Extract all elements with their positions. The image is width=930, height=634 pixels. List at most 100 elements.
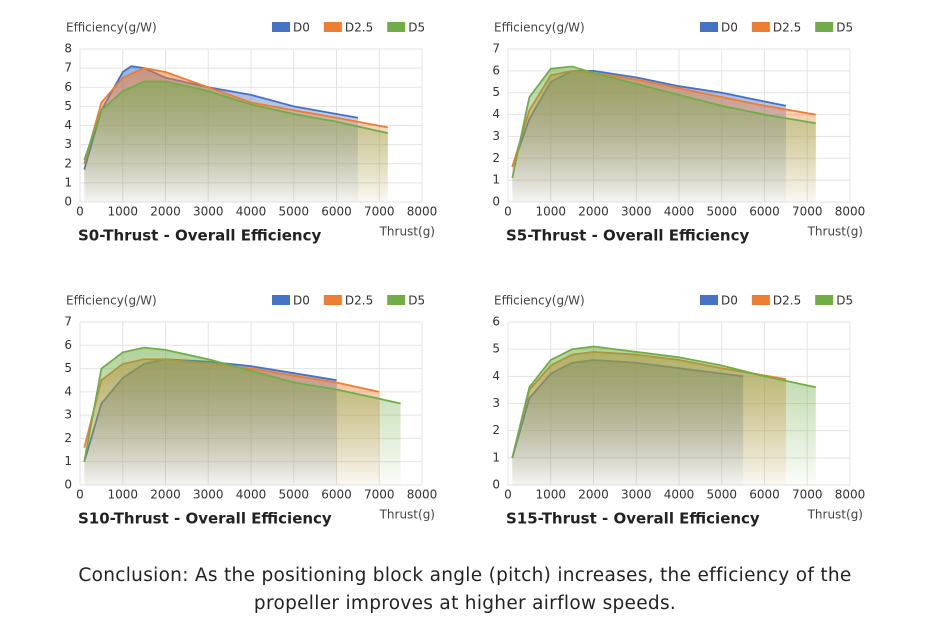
y-tick-label: 6	[492, 315, 500, 329]
y-axis-label: Efficiency(g/W)	[66, 21, 157, 35]
legend-swatch	[815, 22, 834, 32]
x-tick-label: 3000	[621, 488, 652, 502]
y-axis-label: Efficiency(g/W)	[494, 294, 585, 308]
x-tick-label: 5000	[278, 488, 309, 502]
series-line	[511, 345, 816, 459]
y-tick-label: 8	[64, 42, 72, 56]
series-line	[83, 346, 401, 462]
y-tick-label: 4	[492, 369, 500, 383]
chart-title: S10-Thrust - Overall Efficiency	[78, 510, 332, 528]
y-tick-label: 4	[64, 118, 72, 132]
y-tick-label: 2	[64, 156, 72, 170]
x-tick-label: 1000	[535, 488, 566, 502]
x-tick-label: 1000	[535, 205, 566, 219]
x-tick-label: 3000	[621, 205, 652, 219]
legend-swatch	[323, 295, 342, 305]
y-tick-label: 7	[64, 315, 72, 329]
legend-swatch	[751, 295, 770, 305]
legend-label: D2.5	[345, 21, 373, 35]
x-tick-label: 4000	[236, 488, 267, 502]
x-axis-label: Thrust(g)	[807, 225, 863, 239]
y-tick-label: 0	[64, 478, 72, 492]
conclusion: Conclusion: As the positioning block ang…	[78, 565, 852, 614]
x-tick-label: 7000	[364, 205, 395, 219]
y-tick-label: 3	[492, 129, 500, 143]
legend-label: D0	[293, 294, 310, 308]
x-axis-label: Thrust(g)	[807, 508, 863, 522]
y-tick-label: 2	[492, 151, 500, 165]
y-axis-label: Efficiency(g/W)	[66, 294, 157, 308]
chart-title: S5-Thrust - Overall Efficiency	[506, 227, 749, 245]
y-tick-label: 3	[492, 396, 500, 410]
x-tick-label: 1000	[107, 205, 138, 219]
legend-label: D2.5	[773, 294, 801, 308]
x-tick-label: 8000	[835, 488, 866, 502]
x-tick-label: 0	[76, 488, 84, 502]
x-tick-label: 6000	[321, 488, 352, 502]
y-tick-label: 1	[492, 173, 500, 187]
y-tick-label: 1	[64, 175, 72, 189]
x-tick-label: 4000	[664, 488, 695, 502]
legend-label: D5	[836, 294, 853, 308]
x-tick-label: 6000	[749, 488, 780, 502]
y-tick-label: 5	[492, 342, 500, 356]
series-line	[83, 80, 388, 161]
legend-label: D2.5	[345, 294, 373, 308]
area-fill	[84, 347, 401, 485]
x-tick-label: 5000	[706, 488, 737, 502]
y-tick-label: 6	[492, 63, 500, 77]
x-tick-label: 2000	[578, 205, 609, 219]
series-line	[83, 67, 388, 165]
y-tick-label: 0	[64, 195, 72, 209]
legend-swatch	[700, 22, 718, 32]
x-tick-label: 5000	[706, 205, 737, 219]
x-axis-label: Thrust(g)	[379, 508, 435, 522]
y-tick-label: 5	[64, 361, 72, 375]
y-tick-label: 6	[64, 80, 72, 94]
x-tick-label: 3000	[193, 205, 224, 219]
y-tick-label: 5	[64, 99, 72, 113]
area-fill	[512, 66, 816, 202]
legend-label: D5	[836, 21, 853, 35]
x-tick-label: 2000	[150, 205, 181, 219]
y-tick-label: 6	[64, 338, 72, 352]
x-tick-label: 0	[76, 205, 84, 219]
legend-label: D0	[721, 294, 738, 308]
legend-swatch	[815, 295, 834, 305]
x-tick-label: 7000	[792, 205, 823, 219]
series-line	[511, 65, 816, 179]
y-tick-label: 3	[64, 408, 72, 422]
x-tick-label: 8000	[835, 205, 866, 219]
x-tick-label: 7000	[792, 488, 823, 502]
x-tick-label: 5000	[278, 205, 309, 219]
legend-label: D0	[721, 21, 738, 35]
y-tick-label: 3	[64, 137, 72, 151]
y-tick-label: 2	[492, 423, 500, 437]
x-tick-label: 3000	[193, 488, 224, 502]
legend-swatch	[272, 22, 290, 32]
x-tick-label: 0	[504, 488, 512, 502]
legend-swatch	[700, 295, 718, 305]
y-tick-label: 0	[492, 478, 500, 492]
y-tick-label: 5	[492, 85, 500, 99]
legend-swatch	[387, 295, 406, 305]
legend-swatch	[751, 22, 770, 32]
legend-swatch	[323, 22, 342, 32]
y-tick-label: 7	[64, 61, 72, 75]
x-tick-label: 2000	[578, 488, 609, 502]
y-tick-label: 4	[64, 384, 72, 398]
legend-label: D5	[408, 21, 425, 35]
y-tick-label: 4	[492, 107, 500, 121]
x-axis-label: Thrust(g)	[379, 225, 435, 239]
x-tick-label: 6000	[749, 205, 780, 219]
y-axis-label: Efficiency(g/W)	[494, 21, 585, 35]
legend-label: D0	[293, 21, 310, 35]
area-fill	[512, 346, 816, 485]
y-tick-label: 0	[492, 195, 500, 209]
x-tick-label: 8000	[407, 205, 438, 219]
x-tick-label: 4000	[664, 205, 695, 219]
area-fill	[84, 81, 388, 202]
legend-swatch	[272, 295, 290, 305]
